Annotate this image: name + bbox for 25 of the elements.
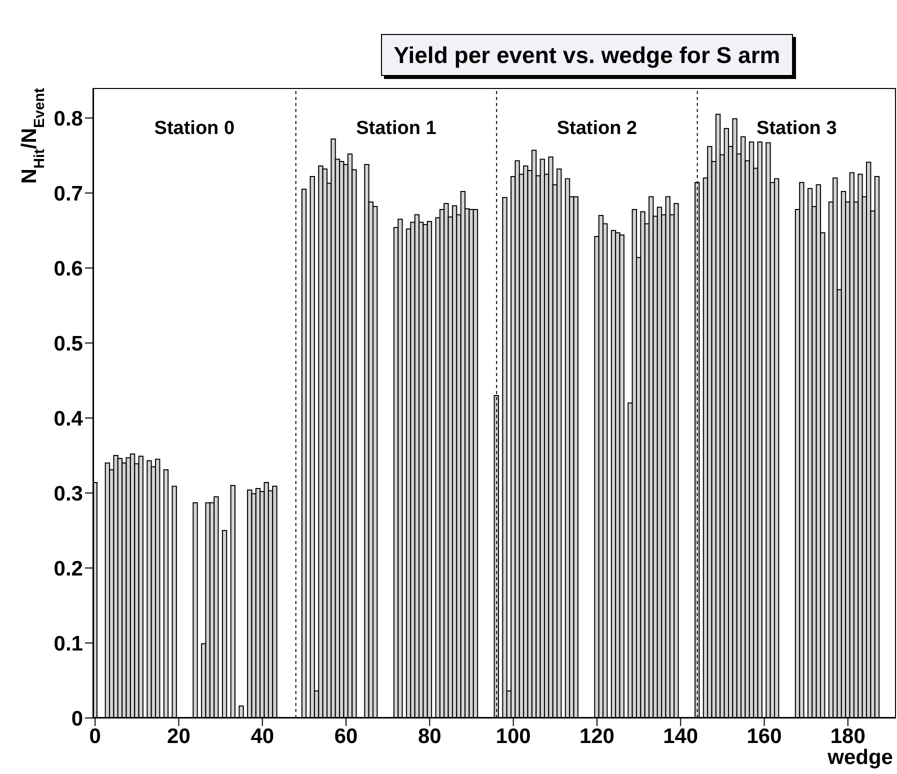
y-tick-label: 0.5 <box>54 332 84 356</box>
x-tick-label: 0 <box>89 724 101 748</box>
x-tick-label: 180 <box>830 724 866 748</box>
y-tick-label: 0 <box>71 707 83 730</box>
annotation: Station 3 <box>756 118 838 140</box>
y-tick-label: 0.8 <box>54 107 84 130</box>
x-tick-label: 40 <box>250 724 274 748</box>
annotation: Station 1 <box>355 118 438 140</box>
chart-title: Yield per event vs. wedge for S arm <box>381 34 793 76</box>
y-tick-label: 0.7 <box>54 182 83 206</box>
x-tick-label: 100 <box>496 724 531 748</box>
x-tick-label: 80 <box>418 724 442 748</box>
x-tick-label: 60 <box>334 724 358 748</box>
annotation: Station 2 <box>556 118 638 140</box>
x-tick-label: 140 <box>663 724 698 748</box>
y-tick-label: 0.1 <box>54 632 84 656</box>
x-axis-title: wedge <box>828 746 893 770</box>
x-tick-label: 160 <box>746 724 782 748</box>
x-tick-label: 20 <box>167 724 190 748</box>
annotation: Station 0 <box>153 118 236 140</box>
y-tick-label: 0.2 <box>54 557 83 580</box>
y-tick-label: 0.3 <box>54 482 83 506</box>
y-tick-label: 0.6 <box>54 257 83 280</box>
y-tick-label: 0.4 <box>54 407 84 430</box>
x-tick-label: 120 <box>579 724 614 748</box>
